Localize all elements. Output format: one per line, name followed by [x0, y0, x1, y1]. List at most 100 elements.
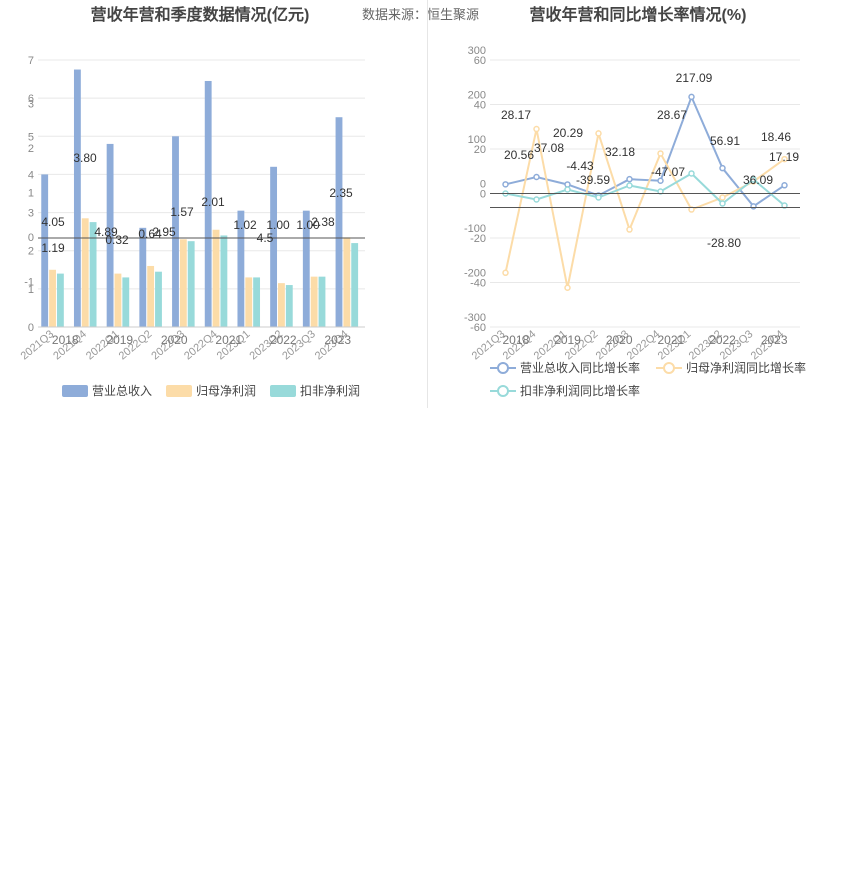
series-point-2: [657, 150, 664, 157]
bar-2: [147, 265, 155, 327]
year-label: 2023: [761, 333, 788, 347]
series-point-3: [626, 182, 633, 189]
y-tick-label-secondary: 0: [28, 232, 34, 244]
year-label: 2018: [52, 333, 79, 347]
y-tick-label: -40: [470, 278, 486, 290]
y-tick-label-secondary: -200: [464, 268, 486, 280]
data-label: 1.02: [233, 218, 257, 232]
data-label: 1.57: [170, 205, 194, 219]
legend-label: 营业总收入同比增长率: [520, 360, 640, 375]
series-point-1: [688, 93, 695, 101]
series-point-1: [564, 181, 571, 188]
legend-label: 扣非净利润同比增长率: [520, 383, 640, 398]
growth-line-chart: 营收年营和同比增长率情况(%) -60-40-200204060-300-200…: [464, 5, 806, 398]
bar-1: [204, 80, 212, 327]
bar-2: [343, 237, 351, 327]
data-label: 1.00: [266, 218, 290, 232]
series-point-1: [750, 203, 757, 210]
series-point-3: [781, 202, 788, 209]
y-tick-label-secondary: -300: [464, 312, 486, 324]
data-label: -39.59: [576, 173, 610, 187]
y-tick-label-secondary: 0: [480, 179, 486, 191]
year-label: 2022: [270, 333, 297, 347]
y-tick-label: 40: [474, 100, 486, 112]
series-point-3: [688, 170, 695, 177]
series-point-1: [719, 164, 726, 172]
series-point-1: [626, 175, 633, 183]
data-label: 18.46: [761, 130, 791, 144]
bar-2: [81, 218, 89, 327]
bar-1: [335, 117, 343, 327]
bar-1: [139, 227, 147, 327]
bar-2: [212, 229, 220, 327]
bar-1: [270, 166, 278, 327]
y-tick-label-secondary: 300: [468, 45, 486, 57]
data-label: 2.35: [329, 186, 353, 200]
series-point-2: [502, 269, 509, 277]
year-label: 2023: [324, 333, 351, 347]
bar-2: [114, 273, 122, 327]
data-label: 56.91: [710, 134, 740, 148]
data-label: 4.89: [94, 225, 118, 239]
bar-2: [179, 239, 187, 327]
series-point-3: [595, 194, 602, 201]
y-tick-label: 7: [28, 55, 34, 67]
legend-label: 扣非净利润: [300, 384, 360, 398]
series-point-1: [657, 177, 664, 184]
bar-3: [285, 285, 293, 327]
bar-1: [106, 143, 114, 327]
y-tick-label: 4: [28, 169, 34, 181]
legend-label: 营业总收入: [92, 384, 152, 398]
series-point-2: [564, 284, 571, 292]
year-label: 2021: [657, 333, 684, 347]
chart-title: 营收年营和季度数据情况(亿元): [91, 5, 310, 24]
legend-swatch: [166, 385, 192, 397]
series-point-2: [719, 194, 726, 201]
panel-divider: [427, 0, 428, 408]
series-point-2: [781, 155, 788, 163]
series-point-3: [750, 176, 757, 183]
bar-3: [56, 273, 64, 327]
data-source-note: 数据来源：恒生聚源: [362, 7, 480, 22]
data-label: -4.43: [566, 159, 594, 173]
y-tick-label: -60: [470, 322, 486, 334]
data-label: 20.29: [553, 126, 583, 140]
y-tick-label: 6: [28, 93, 34, 105]
series-line-3: [505, 172, 786, 207]
year-label: 2019: [106, 333, 133, 347]
series-point-1: [502, 181, 509, 188]
y-tick-label-secondary: 200: [468, 90, 486, 102]
bar-3: [220, 235, 228, 327]
chart-title: 营收年营和同比增长率情况(%): [530, 5, 747, 24]
bar-1: [41, 174, 49, 327]
revenue-bar-chart: 营收年营和季度数据情况(亿元) 0 1 2 3 4 5 6 7 -1 0 1 2 3 2021Q3 2021…: [19, 5, 365, 398]
series-point-1: [533, 173, 540, 181]
data-label: 2.95: [152, 225, 176, 239]
data-label: -47.07: [651, 165, 685, 179]
x-tick-label: 2021Q3: [19, 328, 57, 362]
bar-2: [49, 269, 56, 327]
bar-2: [310, 276, 318, 327]
y-tick-label-secondary: -100: [464, 223, 486, 235]
bar-2: [245, 277, 253, 327]
series-point-3: [533, 196, 540, 203]
y-tick-label-secondary: 100: [468, 134, 486, 146]
legend-label: 归母净利润: [196, 384, 256, 398]
bar-1: [73, 69, 81, 328]
legend-marker: [497, 385, 509, 397]
y-tick-label: 5: [28, 131, 34, 143]
data-label: 1.19: [41, 241, 65, 255]
bar-3: [351, 243, 359, 327]
y-tick-label-secondary: -1: [24, 277, 34, 289]
bar-1: [172, 136, 179, 327]
data-label: 28.17: [501, 108, 531, 122]
series-line-1: [505, 94, 786, 208]
x-tick-label: 2022Q4: [182, 328, 220, 362]
y-tick-label: 1: [28, 284, 34, 296]
series-point-1: [781, 182, 788, 189]
year-label: 2019: [554, 333, 581, 347]
year-label: 2021: [215, 333, 242, 347]
bar-3: [253, 277, 261, 327]
bar-3: [318, 276, 326, 327]
data-label: 0.32: [105, 233, 129, 247]
